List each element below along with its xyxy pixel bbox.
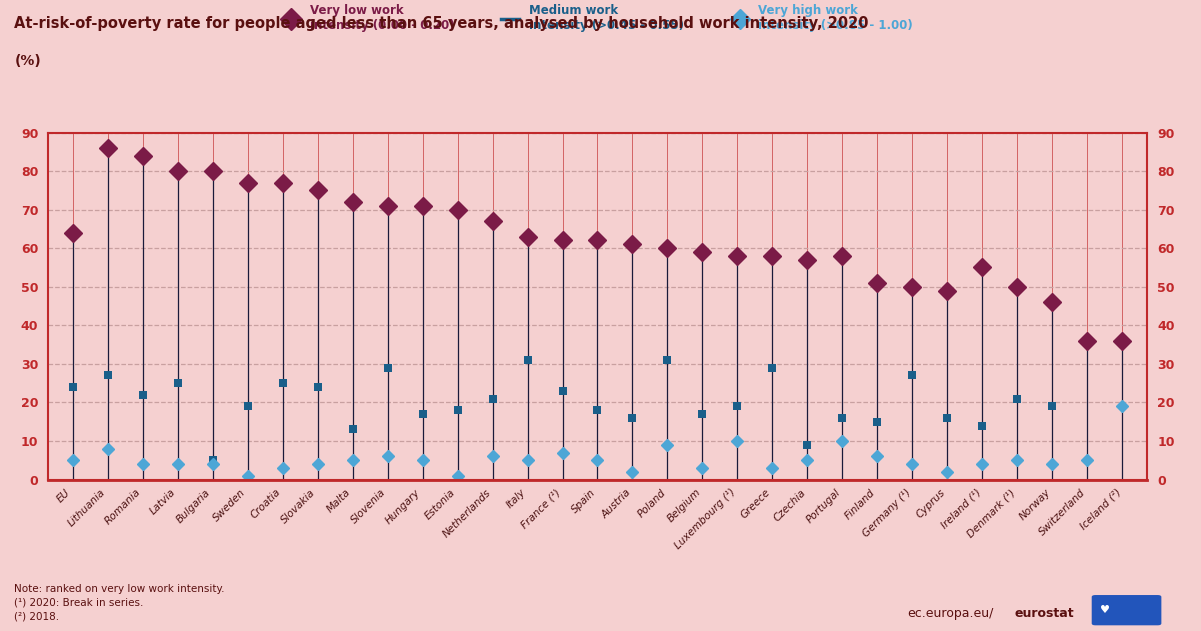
Text: (²) 2018.: (²) 2018. xyxy=(14,611,60,622)
Text: Note: ranked on very low work intensity.: Note: ranked on very low work intensity. xyxy=(14,584,225,594)
Text: ec.europa.eu/: ec.europa.eu/ xyxy=(907,606,993,620)
Text: (%): (%) xyxy=(14,54,41,68)
Text: At-risk-of-poverty rate for people aged less than 65 years, analysed by househol: At-risk-of-poverty rate for people aged … xyxy=(14,16,868,31)
Text: (¹) 2020: Break in series.: (¹) 2020: Break in series. xyxy=(14,598,144,608)
Text: ♥: ♥ xyxy=(1100,605,1110,615)
Text: eurostat: eurostat xyxy=(1015,606,1075,620)
Legend: Very low work
intensity (0.00 - 0.20), Medium work
intensity (>0.45 - 0.55), Ver: Very low work intensity (0.00 - 0.20), M… xyxy=(277,0,918,37)
